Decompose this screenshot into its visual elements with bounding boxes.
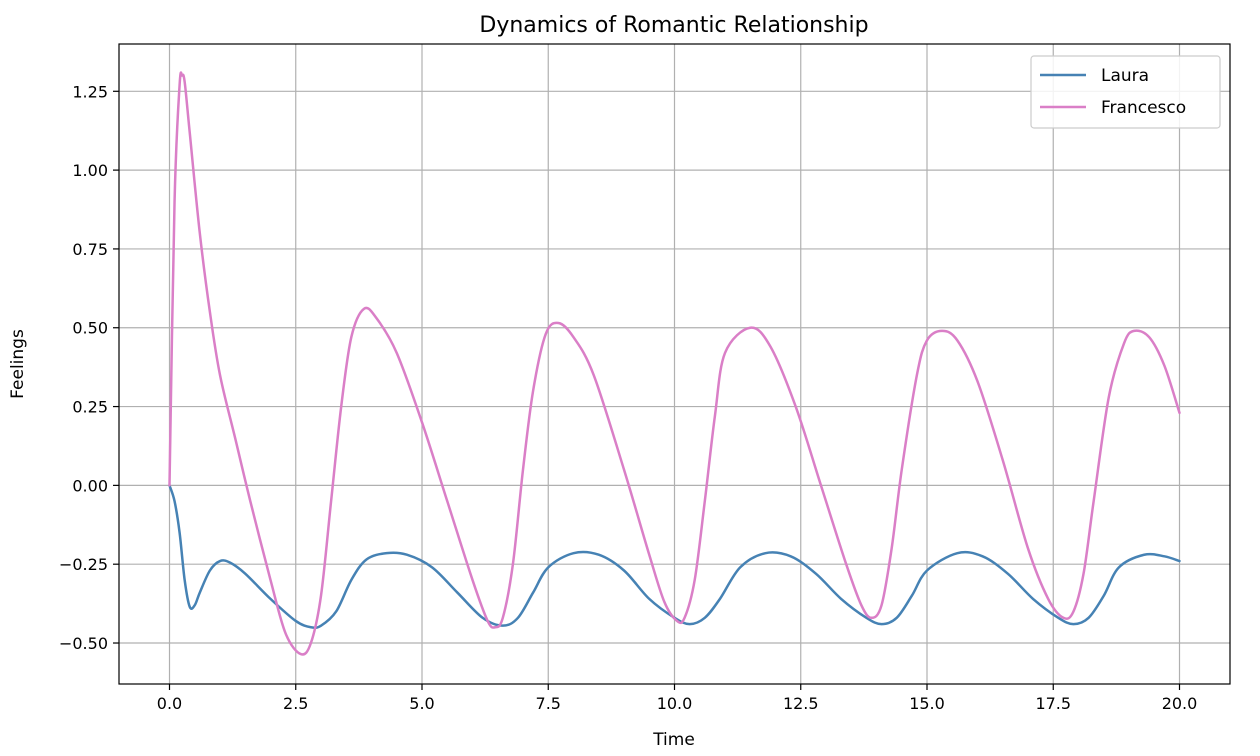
x-tick-label: 20.0	[1162, 694, 1198, 713]
y-tick-label: −0.25	[59, 555, 108, 574]
chart-title: Dynamics of Romantic Relationship	[479, 13, 868, 38]
x-axis-label: Time	[652, 730, 695, 750]
x-tick-label: 12.5	[783, 694, 819, 713]
x-tick-label: 5.0	[409, 694, 434, 713]
y-axis-label: Feelings	[8, 329, 28, 399]
y-tick-label: 0.75	[72, 240, 108, 259]
x-tick-label: 2.5	[283, 694, 308, 713]
series-lines	[168, 71, 1181, 656]
y-tick-label: 0.50	[72, 319, 108, 338]
x-axis-ticks: 0.0 2.5 5.0 7.5 10.0 12.5 15.0 17.5 20.0	[157, 684, 1198, 713]
y-axis-ticks: −0.50 −0.25 0.00 0.25 0.50 0.75 1.00 1.25	[59, 82, 119, 653]
x-tick-label: 17.5	[1035, 694, 1071, 713]
y-tick-label: −0.50	[59, 634, 108, 653]
x-tick-label: 15.0	[909, 694, 945, 713]
x-tick-label: 10.0	[657, 694, 693, 713]
y-tick-label: 1.25	[72, 82, 108, 101]
y-tick-label: 0.00	[72, 476, 108, 495]
y-tick-label: 0.25	[72, 398, 108, 417]
legend-label-francesco: Francesco	[1101, 98, 1186, 118]
legend-label-laura: Laura	[1101, 66, 1149, 86]
grid-lines	[119, 44, 1230, 684]
x-tick-label: 7.5	[536, 694, 561, 713]
series-line-francesco	[168, 71, 1181, 656]
y-tick-label: 1.00	[72, 161, 108, 180]
legend: Laura Francesco	[1030, 55, 1221, 129]
x-tick-label: 0.0	[157, 694, 182, 713]
series-line-laura	[168, 484, 1181, 630]
